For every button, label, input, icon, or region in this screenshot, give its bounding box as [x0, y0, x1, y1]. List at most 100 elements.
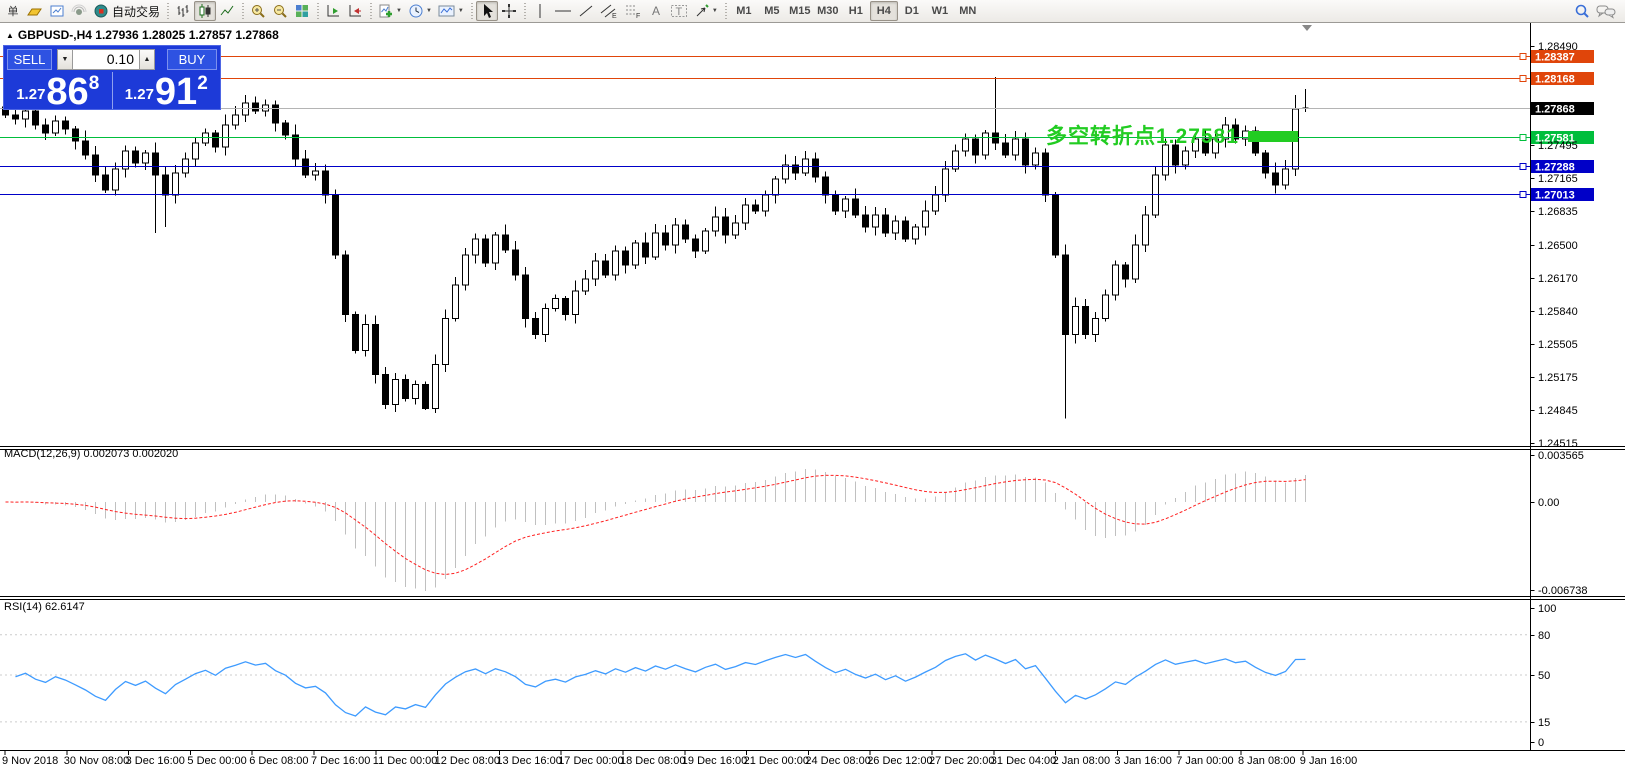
toolbar-group-handle[interactable]: [722, 3, 728, 19]
new-chart-button[interactable]: [46, 1, 68, 21]
text-label-tool-button[interactable]: T: [667, 1, 691, 21]
svg-text:1.24845: 1.24845: [1538, 405, 1578, 417]
timeframe-m5-button[interactable]: M5: [764, 5, 780, 17]
svg-text:31 Dec 04:00: 31 Dec 04:00: [991, 755, 1056, 767]
candles: [2, 76, 1309, 419]
bar-chart-mode-button[interactable]: [172, 1, 194, 21]
svg-text:1.27581: 1.27581: [1535, 133, 1575, 145]
timeframe-m30-button[interactable]: M30: [817, 5, 839, 17]
svg-text:21 Dec 00:00: 21 Dec 00:00: [744, 755, 809, 767]
volume-increase-button[interactable]: ▲: [139, 48, 155, 70]
chart-shift-marker[interactable]: [1302, 25, 1312, 31]
time-axis[interactable]: 9 Nov 2018 30 Nov 08:003 Dec 16:00 5 Dec 0…: [2, 751, 1357, 767]
toolbar-group-handle[interactable]: [315, 3, 321, 19]
annotation-band[interactable]: [1248, 131, 1298, 142]
signals-button[interactable]: [68, 1, 90, 21]
periods-button[interactable]: ▼: [405, 1, 435, 21]
volume-input[interactable]: [73, 48, 139, 70]
new-order-button[interactable]: 单: [2, 1, 24, 21]
auto-scroll-button[interactable]: [322, 1, 344, 21]
svg-text:1.25505: 1.25505: [1538, 339, 1578, 351]
timeframe-d1-button[interactable]: D1: [904, 5, 919, 17]
indicator-add-icon: [379, 4, 393, 18]
svg-text:T: T: [675, 6, 682, 18]
equidistant-channel-icon: E: [600, 4, 617, 19]
svg-text:0: 0: [1538, 737, 1544, 749]
svg-text:1.27495: 1.27495: [1538, 140, 1578, 152]
timeframe-mn-button[interactable]: MN: [959, 5, 977, 17]
indicators-button[interactable]: ▼: [375, 1, 405, 21]
buy-price-button[interactable]: 1.27 91 2: [113, 72, 221, 111]
sell-price-button[interactable]: 1.27 86 8: [4, 72, 113, 111]
toolbar-group-handle[interactable]: [165, 3, 171, 19]
search-button[interactable]: [1571, 1, 1593, 21]
new-order-label: 单: [7, 6, 19, 18]
gold-instrument-button[interactable]: [24, 1, 46, 21]
svg-text:1.26500: 1.26500: [1538, 240, 1578, 252]
macd-signal-line: [5, 474, 1306, 576]
line-chart-mode-button[interactable]: [216, 1, 238, 21]
timeframe-w1-button[interactable]: W1: [931, 5, 949, 17]
candlestick-mode-button[interactable]: [194, 1, 217, 21]
svg-text:17 Dec 00:00: 17 Dec 00:00: [558, 755, 623, 767]
price-badge: [1531, 160, 1594, 173]
cursor-tool-button[interactable]: [475, 1, 498, 21]
sell-button-label: SELL: [13, 51, 46, 67]
price-badge: [1531, 131, 1594, 144]
vertical-line-tool-button[interactable]: [529, 1, 551, 21]
chevron-down-icon: ▼: [425, 8, 432, 14]
tile-windows-button[interactable]: [291, 1, 313, 21]
buy-price-prefix: 1.27: [124, 86, 154, 103]
toolbar-group-handle[interactable]: [368, 3, 374, 19]
volume-decrease-button[interactable]: ▼: [57, 48, 73, 70]
one-click-trading-panel: SELL ▼ ▲ BUY 1.27 86 8 1.27 91 2: [3, 45, 221, 111]
svg-text:11 Dec 00:00: 11 Dec 00:00: [373, 755, 438, 767]
svg-text:F: F: [636, 13, 640, 19]
svg-text:0.003565: 0.003565: [1538, 450, 1584, 462]
horizontal-line-tool-button[interactable]: [551, 1, 575, 21]
toolbar-group-handle[interactable]: [468, 3, 474, 19]
svg-text:7 Jan 00:00: 7 Jan 00:00: [1176, 755, 1234, 767]
zoom-in-button[interactable]: [247, 1, 269, 21]
timeframe-m1-button[interactable]: M1: [736, 5, 752, 17]
toolbar-group-handle[interactable]: [521, 3, 527, 19]
chart-text-annotation[interactable]: 多空转折点1.27581: [1046, 125, 1239, 148]
templates-button[interactable]: ▼: [435, 1, 467, 21]
toolbar-group-handle[interactable]: [240, 3, 246, 19]
svg-text:2 Jan 08:00: 2 Jan 08:00: [1053, 755, 1111, 767]
trendline-tool-button[interactable]: [575, 1, 597, 21]
chat-button[interactable]: [1593, 1, 1619, 21]
zoom-out-button[interactable]: [269, 1, 291, 21]
arrows-tool-button[interactable]: ▼: [691, 1, 721, 21]
timeframe-h4-button[interactable]: H4: [869, 1, 898, 21]
rsi-line: [15, 653, 1306, 717]
chat-icon: [1596, 5, 1616, 19]
fibonacci-tool-button[interactable]: F: [621, 1, 645, 21]
svg-text:1.28168: 1.28168: [1535, 74, 1575, 86]
buy-button[interactable]: BUY: [167, 48, 217, 70]
timeframe-group: M1 M5 M15 M30 H1 H4 D1 W1 MN: [730, 1, 982, 21]
chevron-down-icon: ▼: [711, 8, 718, 14]
price-level-lines[interactable]: 1.283871.281681.275811.272881.270131.278…: [0, 50, 1594, 202]
autotrading-button[interactable]: 自动交易: [90, 1, 163, 21]
price-axis[interactable]: 1.28490 1.27495 1.27165 1.26835 1.26500 1.261…: [1530, 41, 1588, 749]
sell-button[interactable]: SELL: [7, 48, 52, 70]
timeframe-h1-button[interactable]: H1: [848, 5, 863, 17]
fibonacci-icon: F: [625, 5, 640, 19]
svg-text:-0.006738: -0.006738: [1538, 585, 1588, 597]
svg-text:1.25175: 1.25175: [1538, 372, 1578, 384]
candlestick-icon: [199, 4, 211, 18]
timeframe-m15-button[interactable]: M15: [789, 5, 811, 17]
chart-window-icon: [50, 5, 64, 17]
collapse-triangle-icon[interactable]: ▲: [6, 31, 14, 40]
chart-shift-button[interactable]: [344, 1, 366, 21]
text-tool-button[interactable]: A: [645, 1, 667, 21]
chevron-down-icon: ▼: [457, 8, 464, 14]
crosshair-tool-button[interactable]: [498, 1, 520, 21]
equidistant-channel-tool-button[interactable]: E: [597, 1, 621, 21]
volume-stepper: ▼ ▲: [57, 48, 155, 70]
zoom-out-icon: [274, 5, 287, 18]
svg-text:1.28490: 1.28490: [1538, 41, 1578, 53]
vertical-line-icon: [539, 4, 541, 18]
